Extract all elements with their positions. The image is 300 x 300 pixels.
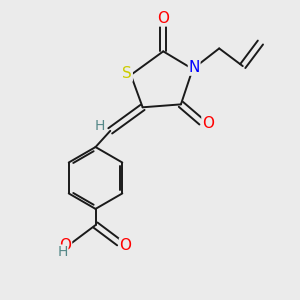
Text: O: O [120,238,132,253]
Text: O: O [202,116,214,131]
Text: N: N [188,60,200,75]
Text: H: H [57,245,68,259]
Text: H: H [95,119,105,134]
Text: S: S [122,66,132,81]
Text: O: O [157,11,169,26]
Text: O: O [59,238,71,253]
